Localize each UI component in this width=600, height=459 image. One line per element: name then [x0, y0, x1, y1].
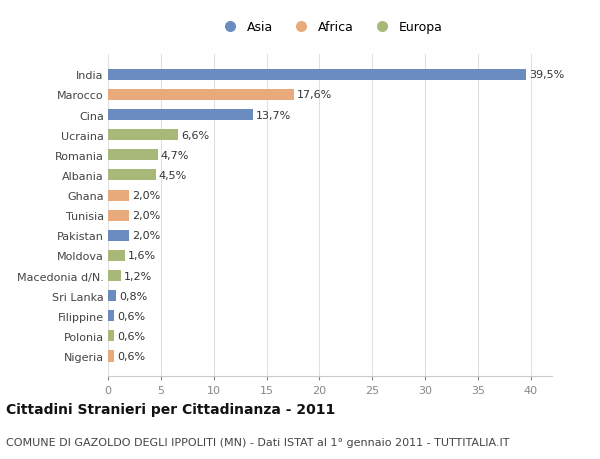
Text: COMUNE DI GAZOLDO DEGLI IPPOLITI (MN) - Dati ISTAT al 1° gennaio 2011 - TUTTITAL: COMUNE DI GAZOLDO DEGLI IPPOLITI (MN) - … — [6, 437, 509, 447]
Text: 6,6%: 6,6% — [181, 130, 209, 140]
Bar — [108, 311, 115, 322]
Bar — [108, 351, 115, 362]
Text: 0,6%: 0,6% — [118, 331, 146, 341]
Text: 17,6%: 17,6% — [297, 90, 332, 100]
Text: 4,7%: 4,7% — [161, 151, 189, 161]
Text: 2,0%: 2,0% — [133, 211, 161, 221]
Text: 0,6%: 0,6% — [118, 311, 146, 321]
Bar — [108, 110, 253, 121]
Bar — [108, 70, 526, 81]
Bar — [108, 150, 158, 161]
Bar — [108, 170, 155, 181]
Text: 2,0%: 2,0% — [133, 190, 161, 201]
Text: 1,2%: 1,2% — [124, 271, 152, 281]
Text: 4,5%: 4,5% — [159, 171, 187, 180]
Text: 13,7%: 13,7% — [256, 110, 291, 120]
Bar — [108, 90, 294, 101]
Text: 0,6%: 0,6% — [118, 351, 146, 361]
Bar — [108, 190, 129, 201]
Legend: Asia, Africa, Europa: Asia, Africa, Europa — [212, 17, 448, 39]
Text: 0,8%: 0,8% — [119, 291, 148, 301]
Bar — [108, 291, 116, 302]
Bar — [108, 330, 115, 341]
Bar — [108, 230, 129, 241]
Bar — [108, 210, 129, 221]
Bar — [108, 250, 125, 262]
Text: 2,0%: 2,0% — [133, 231, 161, 241]
Text: 39,5%: 39,5% — [529, 70, 564, 80]
Text: 1,6%: 1,6% — [128, 251, 156, 261]
Bar — [108, 130, 178, 141]
Bar — [108, 270, 121, 281]
Text: Cittadini Stranieri per Cittadinanza - 2011: Cittadini Stranieri per Cittadinanza - 2… — [6, 402, 335, 416]
